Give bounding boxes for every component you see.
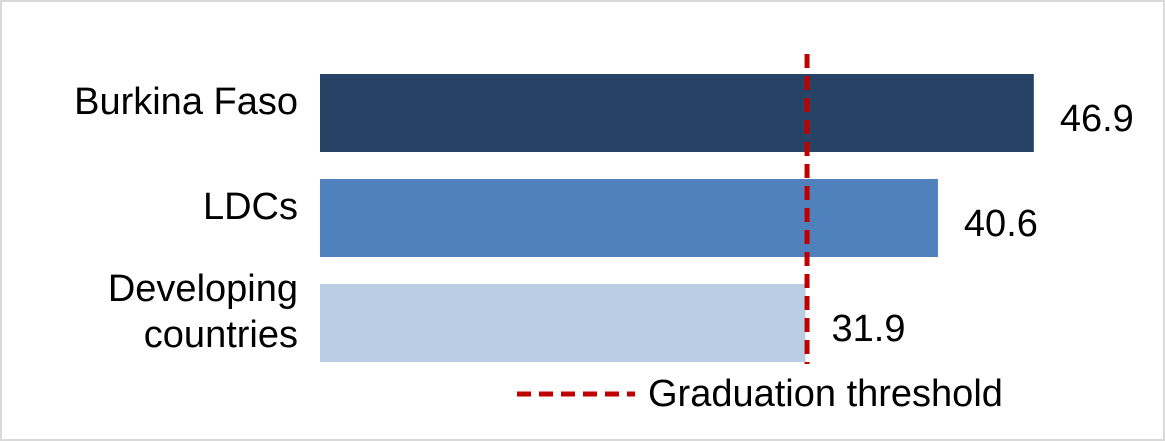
value-label: 46.9 — [1060, 98, 1134, 140]
legend-label: Graduation threshold — [648, 373, 1003, 415]
bar — [320, 284, 806, 362]
bar — [320, 179, 938, 257]
value-label: 31.9 — [832, 308, 906, 350]
category-label: LDCs — [202, 186, 298, 228]
bar — [320, 74, 1034, 152]
value-label: 40.6 — [964, 203, 1038, 245]
category-label: Developing countries — [107, 268, 298, 356]
category-label: Burkina Faso — [74, 81, 298, 123]
